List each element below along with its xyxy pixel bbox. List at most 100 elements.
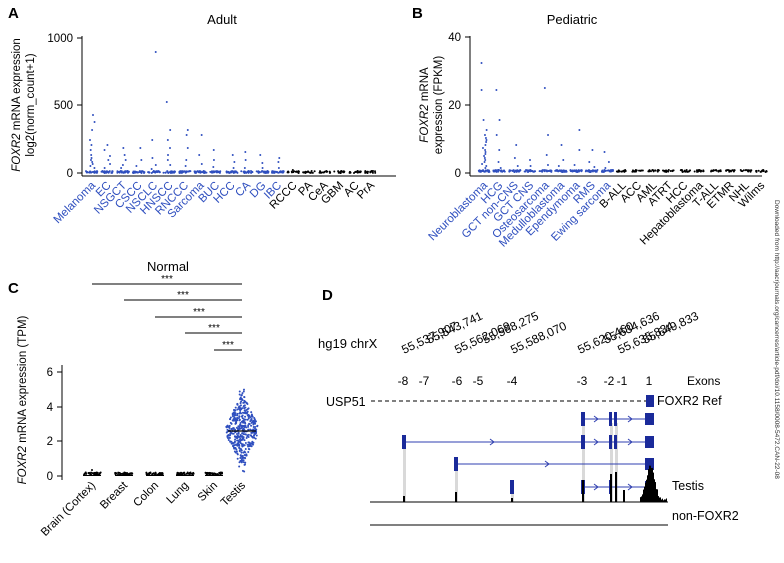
panel-b-ytick-20: 20 bbox=[448, 100, 461, 112]
data-point bbox=[578, 169, 581, 172]
data-point bbox=[557, 165, 560, 167]
data-point bbox=[287, 171, 290, 174]
data-point bbox=[481, 147, 484, 149]
data-point bbox=[236, 171, 239, 174]
data-point bbox=[216, 171, 219, 174]
data-point bbox=[150, 168, 153, 170]
data-point bbox=[479, 170, 482, 173]
data-point bbox=[608, 169, 611, 172]
data-point bbox=[374, 170, 377, 173]
chrom-label: hg19 chrX bbox=[318, 336, 378, 351]
data-point bbox=[242, 388, 245, 391]
data-point bbox=[239, 437, 242, 440]
data-point bbox=[513, 170, 516, 173]
data-point bbox=[633, 170, 636, 173]
data-point bbox=[229, 416, 232, 419]
panel-b-ytick-40: 40 bbox=[448, 32, 461, 44]
data-point bbox=[578, 129, 581, 131]
data-point bbox=[89, 165, 92, 167]
data-point bbox=[117, 171, 120, 174]
data-point bbox=[136, 171, 139, 174]
data-point bbox=[246, 435, 249, 438]
data-point bbox=[161, 472, 164, 475]
data-point bbox=[241, 456, 244, 459]
data-point bbox=[109, 163, 112, 165]
data-point bbox=[186, 472, 189, 475]
data-point bbox=[241, 407, 244, 410]
data-point bbox=[250, 171, 253, 174]
data-point bbox=[480, 89, 483, 91]
data-point bbox=[555, 169, 558, 172]
data-point bbox=[238, 444, 241, 447]
data-point bbox=[229, 418, 232, 421]
data-point bbox=[256, 424, 259, 427]
panel-b-ylabel-text: mRNA bbox=[419, 67, 431, 104]
data-point bbox=[484, 159, 487, 161]
data-point bbox=[683, 170, 686, 173]
data-point bbox=[241, 469, 244, 472]
data-point bbox=[213, 171, 216, 174]
data-point bbox=[91, 469, 93, 471]
data-point bbox=[253, 434, 256, 437]
data-point bbox=[236, 417, 239, 420]
data-point bbox=[524, 170, 527, 173]
data-point bbox=[247, 171, 250, 174]
data-point bbox=[218, 171, 221, 174]
data-point bbox=[103, 149, 106, 151]
data-point bbox=[602, 170, 605, 173]
data-point bbox=[240, 427, 243, 430]
data-point bbox=[696, 170, 699, 173]
panel-b-ylabel: FOXR2 mRNA expression (FPKM) bbox=[419, 56, 445, 155]
data-point bbox=[170, 170, 173, 173]
data-point bbox=[244, 415, 247, 418]
category-label: Breast bbox=[98, 479, 131, 512]
data-point bbox=[349, 171, 352, 174]
data-point bbox=[225, 431, 228, 434]
data-point bbox=[251, 420, 254, 423]
coverage-track-testis bbox=[370, 465, 668, 503]
data-point bbox=[254, 427, 257, 430]
data-point bbox=[261, 167, 264, 169]
data-point bbox=[143, 171, 146, 174]
data-point bbox=[243, 463, 246, 466]
data-point bbox=[148, 472, 151, 475]
data-point bbox=[242, 419, 245, 422]
data-point bbox=[275, 171, 278, 174]
data-point bbox=[239, 456, 242, 459]
data-point bbox=[232, 445, 235, 448]
data-point bbox=[726, 169, 729, 171]
data-point bbox=[240, 459, 243, 462]
data-point bbox=[129, 472, 132, 475]
sig-star-5: *** bbox=[222, 340, 234, 351]
data-point bbox=[337, 170, 340, 173]
data-point bbox=[325, 170, 328, 172]
panel-c-dots bbox=[83, 388, 259, 476]
data-point bbox=[184, 165, 187, 167]
data-point bbox=[134, 171, 137, 174]
panel-a-ylabel: FOXR2 mRNA expression log2(norm_count+1) bbox=[11, 38, 37, 172]
data-point bbox=[88, 471, 91, 474]
data-point bbox=[240, 461, 243, 464]
data-point bbox=[672, 169, 675, 172]
coverage-peak bbox=[656, 489, 657, 502]
data-point bbox=[530, 169, 533, 172]
data-point bbox=[483, 134, 486, 136]
data-point bbox=[239, 409, 242, 412]
data-point bbox=[247, 428, 250, 431]
data-point bbox=[242, 461, 245, 464]
data-point bbox=[154, 471, 157, 474]
data-point bbox=[488, 170, 491, 173]
data-point bbox=[140, 159, 143, 161]
data-point bbox=[229, 432, 232, 435]
panel-c-ytick-4: 4 bbox=[47, 402, 54, 414]
coverage-peak bbox=[652, 467, 653, 502]
data-point bbox=[755, 169, 758, 172]
data-point bbox=[250, 411, 253, 414]
panel-b-ytick-0: 0 bbox=[455, 168, 461, 180]
data-point bbox=[239, 411, 242, 414]
data-point bbox=[243, 421, 246, 424]
exon-number: -3 bbox=[577, 374, 588, 388]
testis-track-label: Testis bbox=[672, 479, 704, 493]
coverage-peak bbox=[650, 465, 651, 502]
